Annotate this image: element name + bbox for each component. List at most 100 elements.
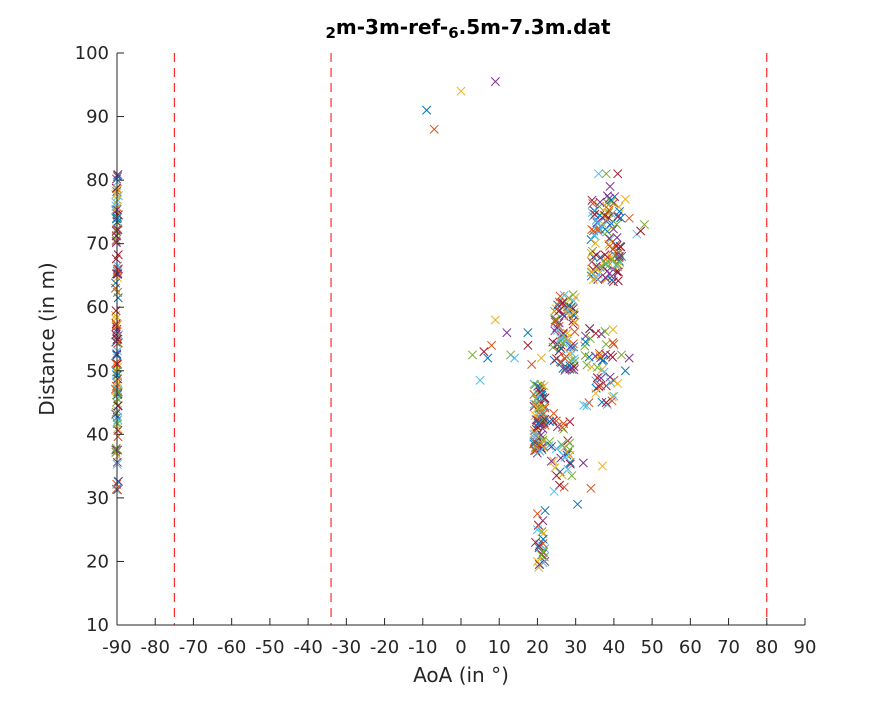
data-point [570, 317, 580, 327]
data-point [111, 447, 121, 457]
data-point [601, 339, 611, 349]
plot-area [117, 53, 805, 625]
y-tick-label: 30 [86, 488, 109, 509]
data-point [479, 347, 489, 357]
data-point [614, 206, 625, 217]
data-point [566, 341, 576, 351]
data-point [594, 227, 604, 237]
data-point [597, 397, 607, 407]
data-point [565, 364, 575, 374]
data-point [552, 325, 563, 335]
data-point [580, 350, 590, 361]
x-tick-label: -30 [332, 637, 361, 658]
data-point [535, 446, 545, 456]
x-tick-label: -80 [141, 637, 170, 658]
data-point [113, 261, 123, 271]
data-point [530, 537, 541, 547]
data-point [422, 105, 432, 115]
data-point [113, 401, 123, 411]
x-tick-label: -60 [217, 637, 246, 658]
data-point [111, 407, 121, 417]
data-point [616, 242, 626, 252]
data-point [601, 169, 611, 179]
x-tick-label: -50 [255, 637, 284, 658]
data-point [612, 259, 622, 269]
data-point [529, 426, 539, 436]
data-point [540, 414, 550, 424]
data-point [569, 307, 579, 317]
data-point [587, 208, 597, 218]
data-point [600, 259, 611, 269]
data-point [558, 419, 569, 429]
data-point [612, 219, 622, 229]
data-point [597, 461, 607, 471]
data-point [113, 334, 123, 344]
data-point [113, 225, 123, 235]
x-tick-label: 0 [455, 637, 466, 658]
x-tick-label: -10 [408, 637, 437, 658]
data-point [624, 213, 634, 223]
data-point [540, 506, 550, 516]
data-point [111, 238, 121, 248]
data-point [596, 381, 606, 391]
reference-lines [173, 53, 768, 625]
data-point [490, 77, 500, 87]
data-point [613, 169, 623, 179]
data-point [113, 415, 123, 425]
data-point [616, 251, 627, 261]
x-tick-label: -40 [293, 637, 322, 658]
data-point [588, 199, 598, 209]
data-point [558, 329, 568, 339]
data-point [639, 220, 650, 230]
data-point [527, 359, 537, 369]
data-point [111, 443, 121, 453]
data-point [580, 337, 590, 347]
x-axis-label: AoA (in °) [413, 663, 509, 687]
data-point [113, 184, 123, 194]
data-point [487, 340, 497, 350]
data-point [600, 273, 610, 283]
data-point [600, 349, 611, 359]
data-point [585, 323, 595, 334]
data-point [605, 372, 615, 382]
data-point [530, 410, 540, 420]
data-point [113, 319, 123, 330]
data-point [556, 336, 566, 346]
data-point [560, 364, 570, 374]
data-point [602, 266, 612, 276]
data-point [600, 326, 610, 336]
x-tick-label: -90 [102, 637, 131, 658]
data-point [111, 225, 121, 235]
data-point [547, 441, 557, 452]
data-point [591, 388, 601, 398]
data-point [587, 267, 597, 277]
data-point [529, 433, 539, 443]
data-point [599, 367, 609, 377]
data-point [595, 197, 605, 207]
data-point [111, 409, 121, 419]
data-point [475, 375, 485, 385]
data-point [609, 391, 619, 401]
data-point [565, 417, 575, 427]
data-point [483, 353, 493, 363]
data-point [532, 509, 542, 519]
data-point [113, 385, 123, 395]
data-point [535, 409, 545, 419]
data-point [592, 362, 602, 372]
data-point [554, 480, 565, 490]
data-point [586, 235, 596, 245]
data-point [113, 172, 123, 182]
data-point [549, 306, 559, 316]
data-point [578, 458, 588, 468]
data-point [113, 338, 123, 348]
data-point [565, 450, 575, 461]
data-point [565, 438, 575, 448]
data-point [602, 399, 612, 410]
data-point [523, 328, 533, 338]
data-point [608, 352, 618, 362]
data-point [533, 403, 543, 413]
data-point [490, 315, 500, 325]
data-point [601, 398, 611, 408]
data-point [604, 239, 614, 249]
